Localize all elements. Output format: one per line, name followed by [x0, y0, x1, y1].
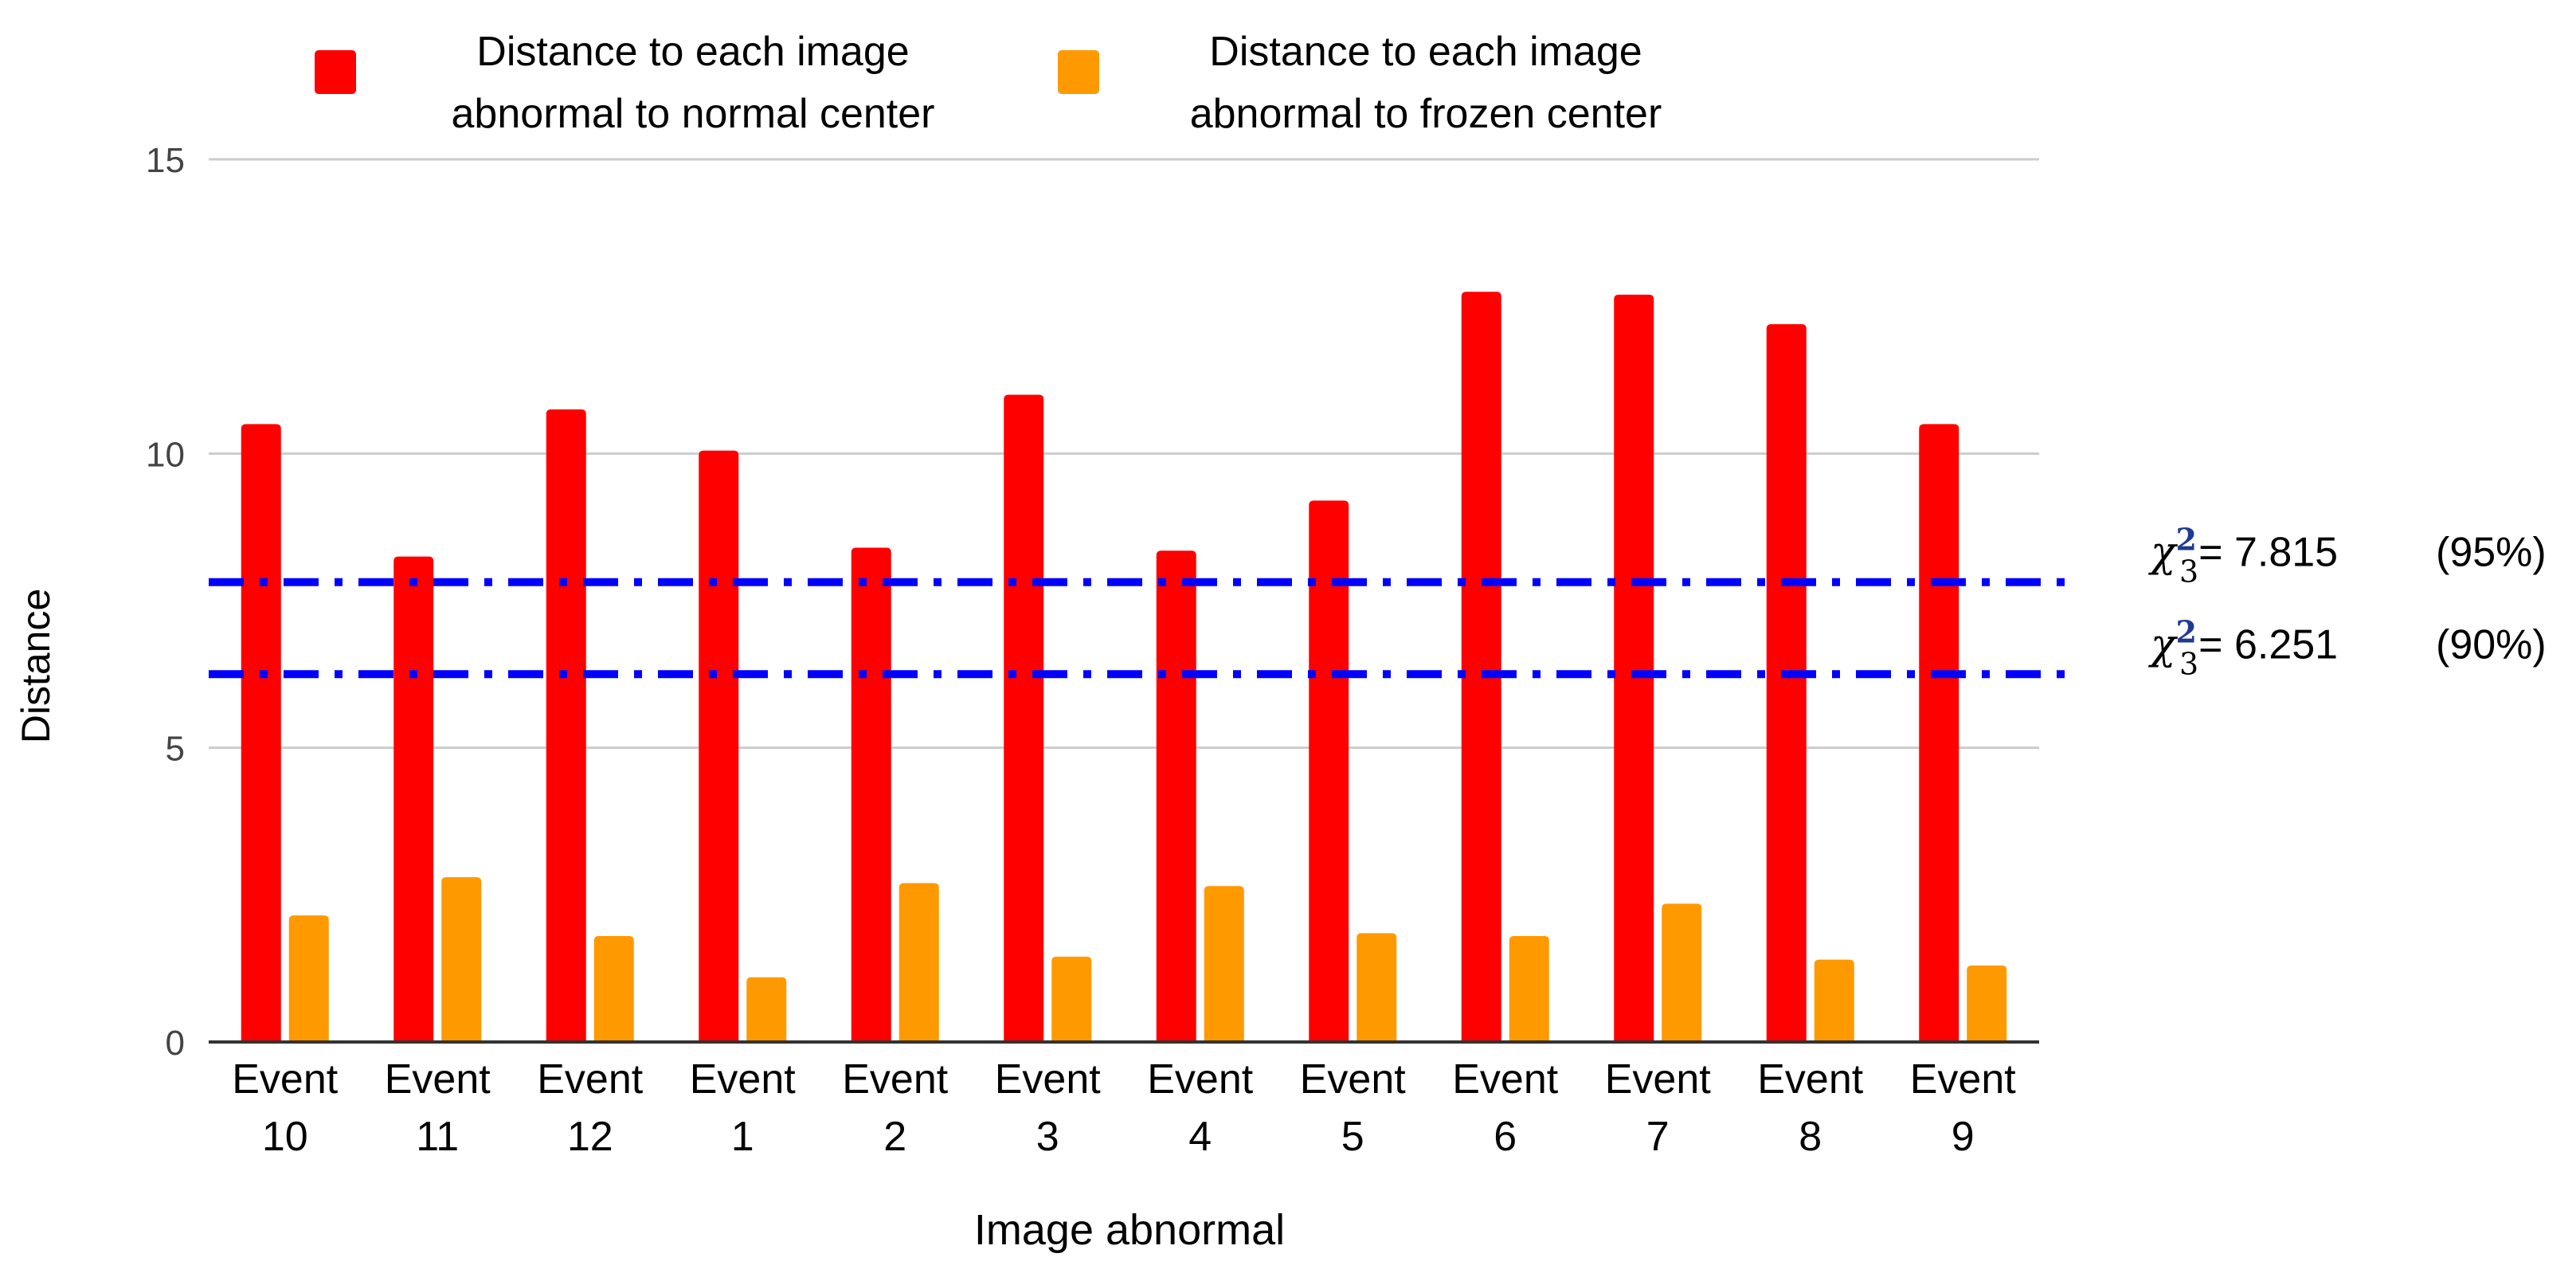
- x-tick-label: Event 10: [232, 1056, 339, 1160]
- bar-normal-center: [1461, 292, 1501, 1042]
- bar-frozen-center: [1051, 956, 1092, 1042]
- reference-line-label: χ2 3= 6.251 (90%): [2147, 613, 2547, 681]
- y-tick-label: 5: [166, 730, 185, 769]
- x-tick-label: Event 5: [1300, 1056, 1407, 1160]
- legend-label: Distance to each image abnormal to normal…: [452, 29, 935, 137]
- bar-normal-center: [393, 556, 434, 1042]
- legend-swatch-normal: [315, 50, 356, 94]
- y-tick-label: 0: [166, 1024, 185, 1063]
- bar-frozen-center: [441, 877, 482, 1042]
- legend-label: Distance to each image abnormal to frozen…: [1190, 29, 1662, 137]
- bar-normal-center: [1004, 394, 1044, 1042]
- y-axis-ticks: 0 5 10 15: [146, 141, 185, 1063]
- x-tick-label: Event 4: [1147, 1056, 1254, 1160]
- bar-frozen-center: [1204, 886, 1244, 1042]
- bar-normal-center: [699, 450, 739, 1042]
- bar-frozen-center: [1967, 965, 2007, 1042]
- reference-lines: χ2 3= 7.815 (95%) χ2 3= 6.251 (90%): [209, 522, 2547, 681]
- bar-normal-center: [1919, 424, 1959, 1042]
- bar-frozen-center: [746, 977, 787, 1042]
- bar-frozen-center: [1357, 933, 1397, 1042]
- bar-normal-center: [241, 424, 281, 1042]
- x-axis-ticks: Event 10 Event 11 Event 12 Event 1 Event 2 Event 3 E…: [232, 1056, 2016, 1160]
- legend: Distance to each image abnormal to normal…: [315, 29, 1662, 137]
- x-tick-label: Event 2: [842, 1056, 949, 1160]
- bar-frozen-center: [898, 883, 939, 1042]
- bar-normal-center: [546, 409, 586, 1042]
- x-tick-label: Event 7: [1605, 1056, 1712, 1160]
- legend-swatch-frozen: [1058, 50, 1099, 94]
- x-tick-label: Event 8: [1757, 1056, 1864, 1160]
- x-tick-label: Event 6: [1452, 1056, 1559, 1160]
- bar-normal-center: [1614, 294, 1654, 1043]
- grid-lines: [209, 158, 2039, 750]
- bars: [241, 292, 2007, 1043]
- y-tick-label: 15: [146, 141, 185, 180]
- y-axis-label: Distance: [14, 589, 58, 744]
- bar-frozen-center: [1509, 936, 1549, 1042]
- bar-frozen-center: [1814, 959, 1854, 1042]
- bar-normal-center: [1309, 500, 1349, 1042]
- x-tick-label: Event 12: [537, 1056, 644, 1160]
- bar-normal-center: [851, 547, 891, 1042]
- bar-normal-center: [1766, 323, 1807, 1042]
- x-tick-label: Event 1: [690, 1056, 797, 1160]
- x-tick-label: Event 3: [995, 1056, 1102, 1160]
- reference-line-label: χ2 3= 7.815 (95%): [2147, 522, 2547, 590]
- x-tick-label: Event 11: [385, 1056, 491, 1160]
- bar-frozen-center: [1662, 903, 1702, 1042]
- bar-frozen-center: [288, 915, 329, 1042]
- x-axis-label: Image abnormal: [974, 1206, 1285, 1254]
- y-tick-label: 10: [146, 435, 185, 474]
- bar-frozen-center: [593, 936, 634, 1042]
- bar-normal-center: [1156, 550, 1196, 1042]
- x-tick-label: Event 9: [1910, 1056, 2017, 1160]
